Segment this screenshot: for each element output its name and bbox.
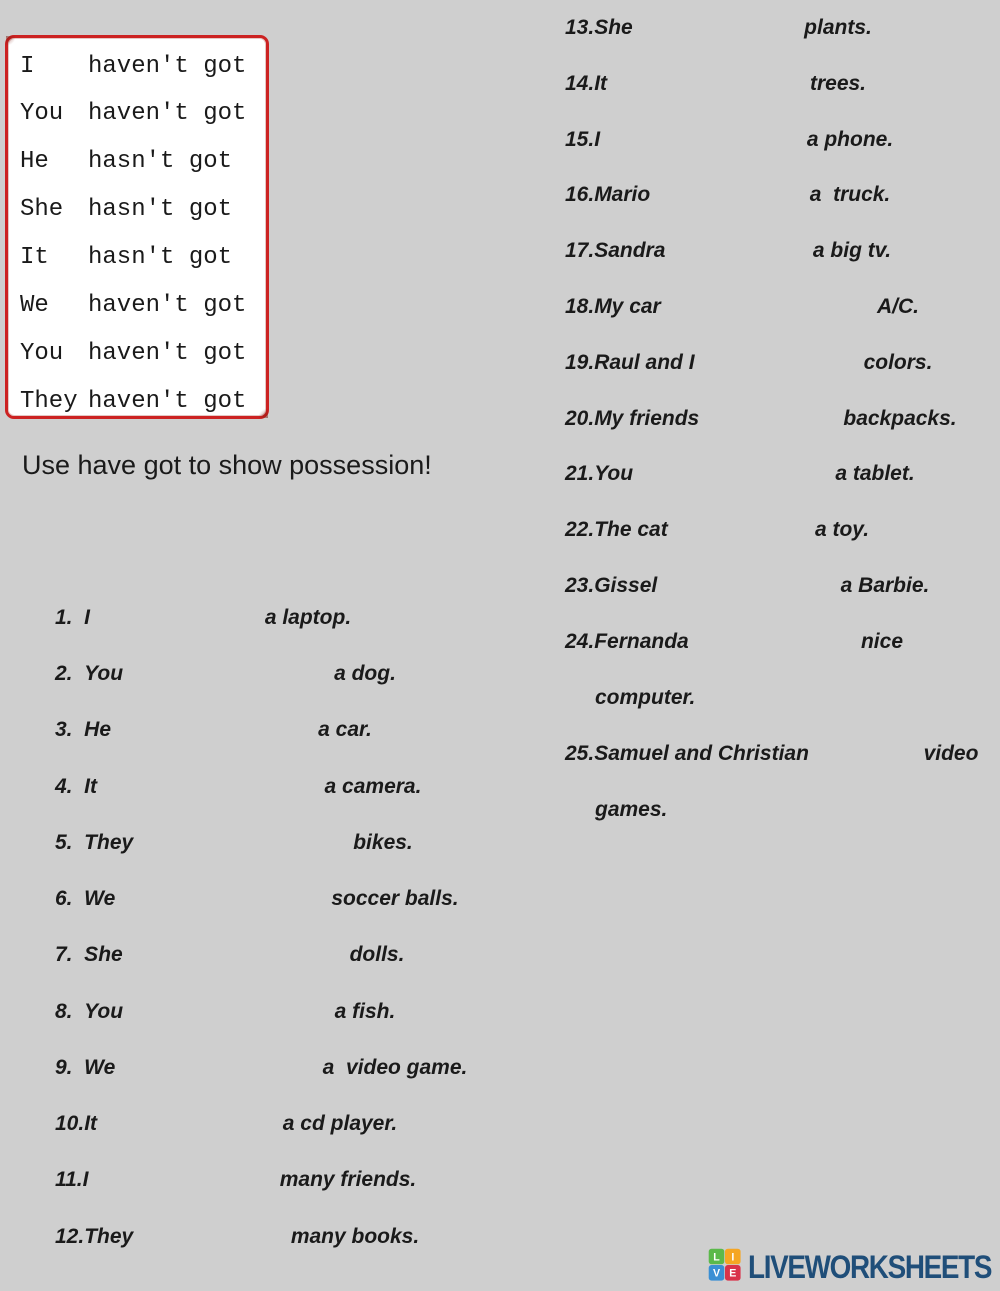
svg-text:E: E [729,1268,736,1280]
svg-text:V: V [713,1268,720,1280]
svg-text:I: I [731,1251,734,1263]
svg-text:L: L [713,1251,720,1263]
